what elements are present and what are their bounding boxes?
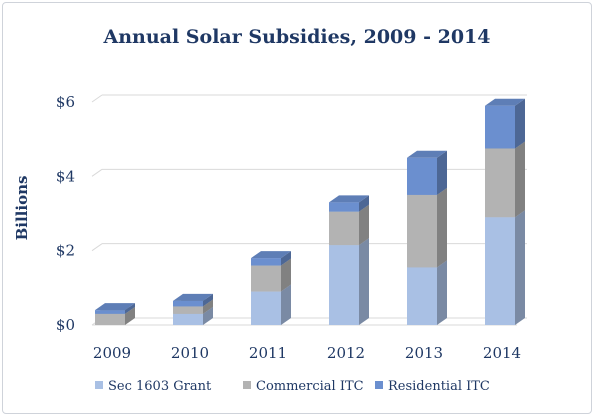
bar-top xyxy=(329,195,369,203)
bar-side xyxy=(281,251,291,266)
x-tick-label: 2010 xyxy=(171,344,209,362)
legend-label: Commercial ITC xyxy=(256,379,364,394)
bar-sec-1603-grant xyxy=(407,267,437,325)
y-tick-label: $2 xyxy=(56,242,75,260)
bar-side xyxy=(281,258,291,292)
bar-residential-itc xyxy=(251,258,281,266)
y-axis-ticks: $0 $2 $4 $6 xyxy=(56,93,75,334)
chart-title: Annual Solar Subsidies, 2009 - 2014 xyxy=(102,26,490,48)
bar-sec-1603-grant xyxy=(485,217,515,325)
bar-side xyxy=(359,238,369,325)
legend-swatch xyxy=(95,381,103,389)
gridline-diag xyxy=(91,168,103,177)
bar-residential-itc xyxy=(407,157,437,195)
bar-stack-2012 xyxy=(329,195,369,325)
bar-top xyxy=(95,303,135,311)
legend: Sec 1603 Grant Commercial ITC Residential … xyxy=(95,379,490,394)
bar-side xyxy=(359,195,369,212)
bar-residential-itc xyxy=(485,105,515,149)
bar-side xyxy=(203,306,213,325)
x-tick-label: 2013 xyxy=(405,344,443,362)
x-tick-label: 2014 xyxy=(483,344,521,362)
bar-stack-2010 xyxy=(173,293,213,325)
bar-stack-2009 xyxy=(95,303,135,325)
bar-side xyxy=(515,210,525,325)
bar-commercial-itc xyxy=(173,306,203,314)
bar-side xyxy=(515,141,525,218)
bar-residential-itc xyxy=(329,202,359,212)
bar-sec-1603-grant xyxy=(329,245,359,325)
x-tick-label: 2011 xyxy=(249,344,287,362)
bar-top xyxy=(407,150,447,158)
y-tick-label: $4 xyxy=(56,167,75,185)
bar-side xyxy=(437,260,447,325)
bar-top xyxy=(251,251,291,259)
bar-sec-1603-grant xyxy=(251,291,281,325)
bar-commercial-itc xyxy=(95,313,125,325)
legend-swatch xyxy=(243,381,251,389)
bar-commercial-itc xyxy=(485,148,515,218)
gridlines xyxy=(91,94,527,326)
gridline-diag xyxy=(91,243,103,252)
legend-label: Residential ITC xyxy=(388,379,490,394)
bar-top xyxy=(173,293,213,301)
bar-side xyxy=(125,303,135,314)
bar-sec-1603-grant xyxy=(173,313,203,325)
bar-commercial-itc xyxy=(251,265,281,292)
bar-stack-2013 xyxy=(407,150,447,325)
bar-commercial-itc xyxy=(329,211,359,246)
bar-side xyxy=(515,98,525,149)
bar-side xyxy=(203,293,213,307)
bars xyxy=(95,98,525,325)
y-tick-label: $0 xyxy=(56,316,75,334)
x-tick-label: 2009 xyxy=(93,344,131,362)
bar-top xyxy=(485,98,525,106)
bar-side xyxy=(359,204,369,246)
y-tick-label: $6 xyxy=(56,93,75,111)
bar-residential-itc xyxy=(95,310,125,314)
bar-stack-2014 xyxy=(485,98,525,325)
bar-side xyxy=(125,306,135,325)
legend-swatch xyxy=(375,381,383,389)
y-axis-label: Billions xyxy=(13,176,31,241)
x-axis-ticks: 2009 2010 2011 2012 2013 2014 xyxy=(93,344,521,362)
legend-label: Sec 1603 Grant xyxy=(108,379,212,394)
bar-side xyxy=(281,284,291,325)
bar-stack-2011 xyxy=(251,251,291,325)
bar-commercial-itc xyxy=(407,194,437,268)
bar-side xyxy=(437,150,447,195)
bar-residential-itc xyxy=(173,300,203,307)
gridline-diag xyxy=(91,94,103,103)
bar-side xyxy=(203,299,213,314)
x-tick-label: 2012 xyxy=(327,344,365,362)
bar-side xyxy=(437,187,447,268)
